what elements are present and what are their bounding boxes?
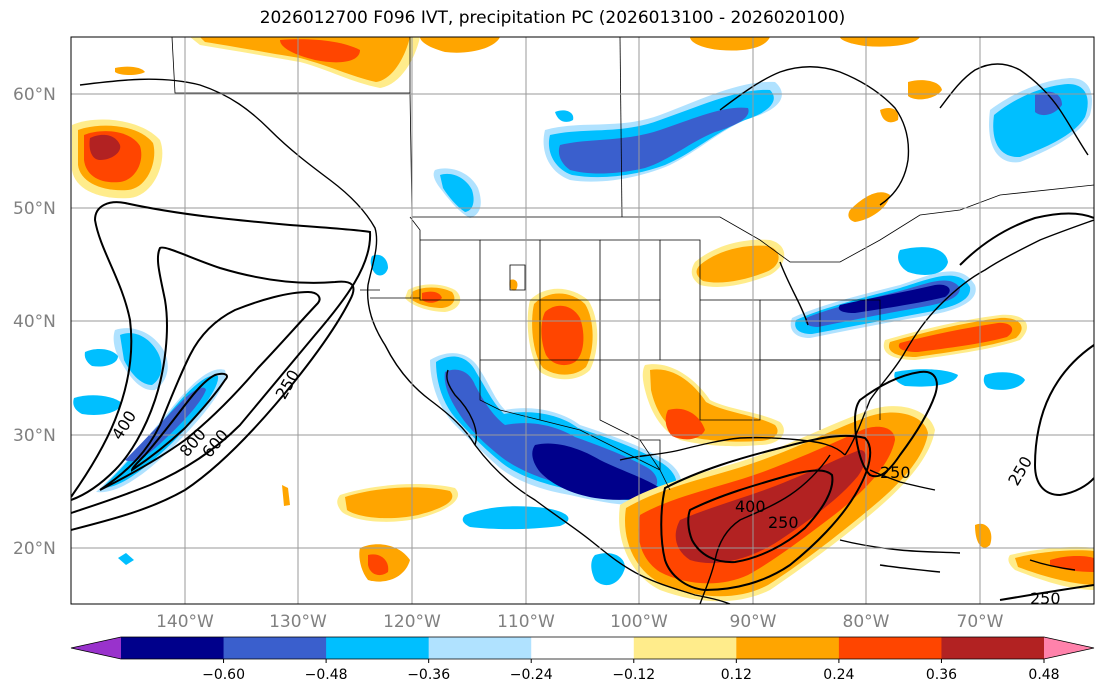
colorbar-segment [633,637,737,659]
lon-label: 110°W [497,612,555,632]
colorbar-segment [223,637,327,659]
colorbar-segment [121,637,225,659]
colorbar-tick-label: −0.48 [305,667,348,683]
colorbar-extend-low [71,637,121,659]
lat-label: 30°N [13,426,56,446]
ivt-contour-250-atlantic [1033,344,1094,497]
colorbar-tick-label: −0.24 [510,667,553,683]
ivt-contours [71,201,1094,601]
colorbar-extend-high [1044,637,1094,659]
contour-label: 250 [1030,589,1061,608]
contour-label: 400 [735,497,766,516]
colorbar: −0.60 −0.48 −0.36 −0.24 −0.12 0.12 0.24 0.36 0.4… [70,636,1095,683]
latitude-labels: 60°N 50°N 40°N 30°N 20°N [13,85,56,559]
colorbar-tick-label: 0.24 [823,667,854,683]
colorbar-tick-label: −0.60 [202,667,245,683]
lon-label: 130°W [269,612,327,632]
ivt-contour-250-canada [959,212,1094,266]
lon-label: 140°W [156,612,214,632]
colorbar-segment [941,637,1045,659]
map-frame [70,36,1095,605]
colorbar-outline [70,636,1095,660]
ivt-contour-400-gulf [687,469,834,564]
colorbar-tick-label: −0.36 [407,667,450,683]
ivt-contour-400-pacific [71,246,355,531]
lon-label: 90°W [730,612,777,632]
longitude-labels: 140°W 130°W 120°W 110°W 100°W 90°W 80°W … [156,612,1004,632]
ivt-contour-250-se-corner [999,584,1094,601]
political-boundaries [171,37,1094,491]
colorbar-tick-label: 0.48 [1028,667,1059,683]
ivt-contour-250-east [853,370,938,478]
ivt-contour-600-pacific [99,290,321,491]
colorbar-segment [428,637,532,659]
colorbar-segment [736,637,840,659]
lat-label: 50°N [13,199,56,219]
lon-label: 80°W [843,612,890,632]
contour-label: 250 [880,463,911,482]
colorbar-tick-label: 0.12 [721,667,752,683]
lat-label: 20°N [13,539,56,559]
colorbar-tick-label: 0.36 [926,667,957,683]
colorbar-segment [531,637,635,659]
precip-fill-layer [72,37,1094,602]
contour-label: 250 [768,513,799,532]
colorbar-tick-label: −0.12 [612,667,655,683]
lat-label: 40°N [13,312,56,332]
colorbar-segment [326,637,430,659]
lon-label: 120°W [383,612,441,632]
ivt-contour-800-pacific [130,372,228,472]
map-title: 2026012700 F096 IVT, precipitation PC (2… [259,8,846,28]
graticule [71,37,1094,604]
lat-label: 60°N [13,85,56,105]
lon-label: 70°W [957,612,1004,632]
lon-label: 100°W [610,612,668,632]
ivt-contour-250-pacific [71,201,372,514]
colorbar-segment [838,637,942,659]
ivt-contour-250-gulf [660,434,872,592]
